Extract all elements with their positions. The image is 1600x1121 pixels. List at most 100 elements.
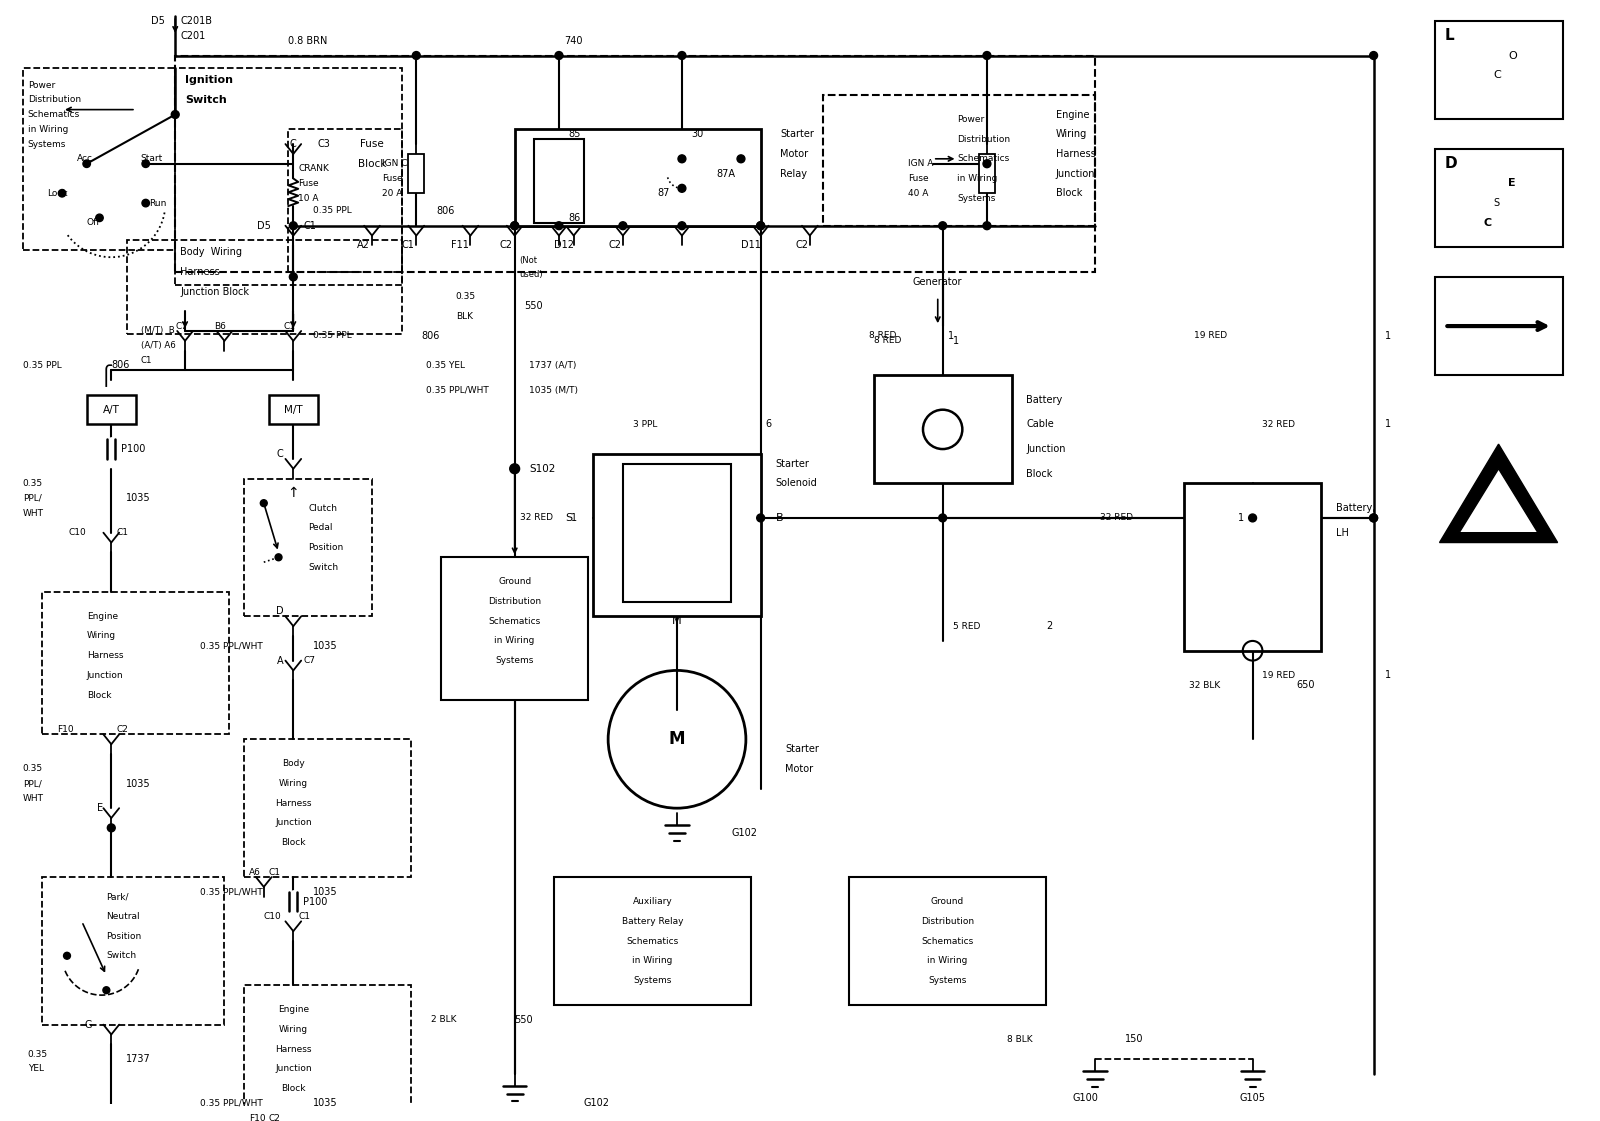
- Text: 806: 806: [421, 331, 440, 341]
- Text: 0.35: 0.35: [22, 479, 43, 488]
- Text: 2 BLK: 2 BLK: [430, 1016, 456, 1025]
- Circle shape: [510, 464, 520, 474]
- Text: Systems: Systems: [928, 976, 966, 985]
- Text: M: M: [669, 730, 685, 749]
- Text: 32 RED: 32 RED: [520, 513, 552, 522]
- Text: Battery: Battery: [1026, 395, 1062, 405]
- Bar: [245, 985, 411, 1121]
- Text: 0.35 PPL: 0.35 PPL: [314, 206, 352, 215]
- Text: Engine: Engine: [86, 612, 118, 621]
- Text: Junction: Junction: [275, 1065, 312, 1074]
- Bar: [245, 740, 411, 877]
- Text: G102: G102: [731, 827, 757, 837]
- Text: 740: 740: [563, 36, 582, 46]
- Text: C201: C201: [181, 30, 205, 40]
- Text: Engine: Engine: [1056, 110, 1090, 120]
- Text: C7: C7: [176, 322, 187, 331]
- Text: 0.35 PPL/WHT: 0.35 PPL/WHT: [426, 386, 490, 395]
- Text: Block: Block: [358, 159, 386, 169]
- Text: A6: A6: [250, 868, 261, 877]
- Text: Systems: Systems: [27, 139, 66, 149]
- Text: Distribution: Distribution: [488, 597, 541, 606]
- Text: 1035: 1035: [314, 641, 338, 651]
- Circle shape: [757, 515, 765, 522]
- Text: 1035: 1035: [314, 887, 338, 897]
- Text: A2: A2: [357, 240, 370, 250]
- Text: Ignition: Ignition: [186, 75, 234, 85]
- Circle shape: [939, 222, 947, 230]
- Text: Distribution: Distribution: [27, 95, 80, 104]
- Circle shape: [1370, 52, 1378, 59]
- Bar: [1435, 149, 1563, 248]
- Circle shape: [555, 222, 563, 230]
- Text: S: S: [565, 513, 573, 522]
- Text: C1: C1: [402, 240, 414, 250]
- Text: Wiring: Wiring: [278, 1025, 307, 1034]
- Text: IGN A: IGN A: [909, 159, 934, 168]
- Circle shape: [413, 52, 421, 59]
- Circle shape: [678, 222, 686, 230]
- Text: 0.35 PPL/WHT: 0.35 PPL/WHT: [200, 641, 262, 650]
- Text: Motor: Motor: [781, 149, 808, 159]
- Text: 40 A: 40 A: [909, 188, 928, 197]
- Text: P100: P100: [122, 444, 146, 454]
- Polygon shape: [1459, 469, 1538, 532]
- Bar: [269, 395, 318, 425]
- Text: in Wiring: in Wiring: [494, 637, 534, 646]
- Bar: [126, 241, 402, 334]
- Text: (Not: (Not: [520, 256, 538, 265]
- Text: 8 RED: 8 RED: [874, 336, 901, 345]
- Circle shape: [83, 160, 91, 167]
- Text: C2: C2: [795, 240, 808, 250]
- Text: D11: D11: [741, 240, 762, 250]
- Circle shape: [1370, 515, 1378, 522]
- Text: in Wiring: in Wiring: [928, 956, 968, 965]
- Text: Fuse: Fuse: [298, 179, 318, 188]
- Circle shape: [678, 184, 686, 193]
- Text: Auxiliary: Auxiliary: [632, 897, 672, 906]
- Text: Schematics: Schematics: [488, 617, 541, 626]
- Text: Solenoid: Solenoid: [776, 479, 818, 489]
- Circle shape: [555, 52, 563, 59]
- Circle shape: [171, 111, 179, 119]
- Circle shape: [290, 222, 298, 230]
- Text: 32 RED: 32 RED: [1101, 513, 1133, 522]
- Text: Ground: Ground: [931, 897, 965, 906]
- Text: 5 RED: 5 RED: [952, 622, 979, 631]
- Bar: [1435, 21, 1563, 120]
- Text: P100: P100: [302, 897, 328, 907]
- Text: Generator: Generator: [914, 277, 963, 287]
- Text: Position: Position: [309, 543, 344, 552]
- Text: Systems: Systems: [634, 976, 672, 985]
- Text: Wiring: Wiring: [86, 631, 115, 640]
- Text: 1737 (A/T): 1737 (A/T): [530, 361, 578, 370]
- Text: Switch: Switch: [186, 95, 227, 104]
- Text: Motor: Motor: [786, 763, 813, 773]
- Text: 32 RED: 32 RED: [1262, 420, 1296, 429]
- Text: Neutral: Neutral: [106, 911, 139, 921]
- Text: S: S: [1494, 198, 1499, 209]
- Text: Fuse: Fuse: [909, 174, 930, 183]
- Bar: [622, 464, 731, 602]
- Text: Schematics: Schematics: [957, 155, 1010, 164]
- Bar: [86, 395, 136, 425]
- Text: 806: 806: [435, 206, 454, 216]
- Text: Starter: Starter: [781, 129, 814, 139]
- Text: Power: Power: [27, 81, 54, 90]
- Bar: [1435, 277, 1563, 376]
- Text: Starter: Starter: [786, 744, 819, 754]
- Text: 0.8 BRN: 0.8 BRN: [288, 36, 328, 46]
- Text: 1035: 1035: [314, 1099, 338, 1109]
- Text: Power: Power: [957, 115, 984, 124]
- Text: C1: C1: [141, 356, 152, 365]
- Text: Systems: Systems: [496, 656, 534, 665]
- Text: C201B: C201B: [181, 16, 213, 26]
- Text: O: O: [1509, 50, 1517, 61]
- Text: Run: Run: [149, 198, 166, 207]
- Text: Cable: Cable: [1026, 419, 1054, 429]
- Text: 1737: 1737: [126, 1054, 150, 1064]
- Bar: [850, 877, 1046, 1004]
- Bar: [442, 557, 589, 700]
- Text: Body: Body: [282, 759, 304, 768]
- Text: B: B: [776, 513, 782, 522]
